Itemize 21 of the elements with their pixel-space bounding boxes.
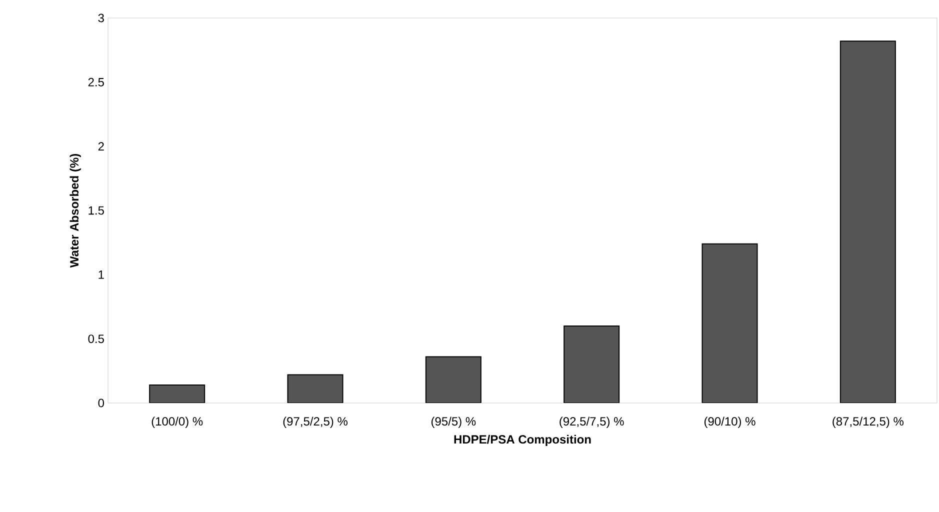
x-tick-label: (100/0) % bbox=[152, 416, 203, 428]
y-tick-label: 2.5 bbox=[88, 78, 104, 86]
x-tick-label: (97,5/2,5) % bbox=[283, 416, 348, 428]
x-tick-label: (95/5) % bbox=[431, 416, 476, 428]
x-tick-label: (92,5/7,5) % bbox=[560, 416, 624, 428]
x-tick-label: (87,5/12,5) % bbox=[832, 416, 904, 428]
bar bbox=[425, 356, 482, 403]
y-tick-label: 0 bbox=[98, 398, 104, 408]
bar bbox=[840, 40, 896, 403]
y-axis-title: Water Absorbed (%) bbox=[70, 154, 81, 268]
bar bbox=[564, 326, 620, 403]
x-tick-label: (90/10) % bbox=[704, 416, 756, 428]
y-tick-label: 2 bbox=[98, 142, 104, 151]
x-axis-title: HDPE/PSA Composition bbox=[454, 434, 591, 446]
bar bbox=[287, 374, 344, 403]
bar bbox=[149, 384, 206, 403]
y-tick-label: 1.5 bbox=[88, 206, 104, 215]
y-tick-label: 0.5 bbox=[88, 334, 104, 344]
bar bbox=[702, 243, 758, 403]
y-tick-label: 1 bbox=[98, 270, 104, 279]
y-tick-label: 3 bbox=[98, 14, 104, 22]
